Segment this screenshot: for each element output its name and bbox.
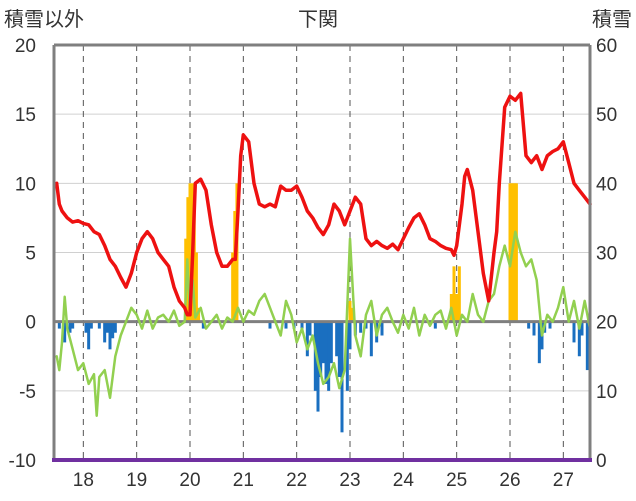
orange-bar: [188, 183, 192, 322]
orange-bar: [233, 211, 237, 322]
x-tick-label: 18: [73, 470, 94, 491]
x-ticks: 18 19 20 21 22 23 24 25 26 27: [73, 470, 574, 491]
x-tick-label: 20: [179, 470, 200, 491]
blue-bar: [572, 321, 576, 343]
blue-bar: [84, 321, 88, 333]
x-tick-label: 19: [126, 470, 147, 491]
right-y-tick-label: 30: [596, 244, 617, 265]
orange-bar: [351, 307, 355, 322]
blue-bar: [111, 321, 115, 339]
left-y-tick-label: 20: [15, 36, 36, 57]
blue-bar: [97, 321, 101, 329]
blue-bar: [300, 321, 304, 329]
left-y-tick-label: 0: [25, 313, 36, 334]
right-y-tick-label: 0: [596, 451, 607, 472]
right-y-ticks: 60 50 40 30 20 10 0: [596, 36, 617, 472]
blue-bar: [63, 321, 67, 343]
line-series: [54, 91, 592, 417]
left-y-tick-label: -5: [19, 382, 36, 403]
blue-bar: [313, 321, 317, 391]
blue-bar: [284, 321, 288, 329]
left-y-tick-label: 5: [25, 244, 36, 265]
blue-bar: [57, 321, 61, 329]
orange-bar: [194, 252, 198, 322]
x-tick-label: 21: [233, 470, 254, 491]
orange-bar: [231, 252, 235, 322]
blue-bar: [201, 321, 205, 329]
blue-bar: [527, 321, 531, 329]
orange-bar: [513, 183, 517, 322]
right-y-tick-label: 40: [596, 174, 617, 195]
blue-bar: [319, 321, 323, 377]
right-y-tick-label: 50: [596, 105, 617, 126]
blue-bar: [433, 321, 437, 329]
green-line: [55, 230, 592, 417]
blue-bar: [380, 321, 384, 336]
blue-bar: [585, 321, 589, 371]
blue-bar: [348, 321, 352, 350]
blue-bar: [345, 321, 349, 391]
left-y-ticks: 20 15 10 5 0 -5 -10: [9, 36, 36, 472]
blue-bar: [103, 321, 107, 343]
blue-bar: [87, 321, 91, 350]
orange-bar: [455, 294, 459, 322]
x-tick-label: 27: [553, 470, 574, 491]
orange-bar: [452, 266, 456, 322]
blue-bar: [577, 321, 581, 357]
blue-bar: [89, 321, 93, 329]
right-y-tick-label: 60: [596, 36, 617, 57]
blue-bar: [359, 321, 363, 333]
left-y-tick-label: 10: [15, 174, 36, 195]
blue-bar: [337, 321, 341, 377]
blue-bar: [268, 321, 272, 329]
blue-bar: [305, 321, 309, 357]
orange-bar: [197, 307, 201, 322]
left-y-tick-label: 15: [15, 105, 36, 126]
left-y-tick-label: -10: [9, 451, 36, 472]
blue-bar: [364, 321, 368, 329]
orange-bar: [348, 300, 352, 322]
plot-frame: [52, 43, 592, 462]
blue-bar: [113, 321, 117, 333]
orange-bar: [508, 183, 512, 322]
x-tick-label: 26: [499, 470, 520, 491]
x-tick-label: 25: [446, 470, 467, 491]
blue-bar: [369, 321, 373, 357]
title: 下関: [298, 7, 338, 31]
blue-bar: [329, 321, 333, 364]
blue-bar: [308, 321, 312, 336]
x-tick-label: 23: [339, 470, 360, 491]
blue-bar: [580, 321, 584, 336]
blue-bar: [68, 321, 72, 333]
blue-bar: [108, 321, 112, 350]
left-axis-label: 積雪以外: [4, 7, 84, 31]
blue-bar: [335, 321, 339, 357]
blue-bar-series: [57, 321, 589, 433]
orange-bar: [457, 266, 461, 322]
blue-bar: [532, 321, 536, 336]
blue-bar: [548, 321, 552, 329]
blue-bar: [327, 321, 331, 391]
right-y-tick-label: 10: [596, 382, 617, 403]
blue-bar: [537, 321, 541, 364]
right-axis-label: 積雪: [592, 7, 632, 31]
blue-bar: [105, 321, 109, 333]
x-tick-label: 24: [393, 470, 415, 491]
x-tick-label: 22: [286, 470, 307, 491]
blue-bar: [324, 321, 328, 384]
blue-bar: [71, 321, 75, 329]
right-y-tick-label: 20: [596, 313, 617, 334]
red-line: [54, 91, 592, 317]
orange-bar: [514, 183, 518, 322]
blue-bar: [321, 321, 325, 364]
